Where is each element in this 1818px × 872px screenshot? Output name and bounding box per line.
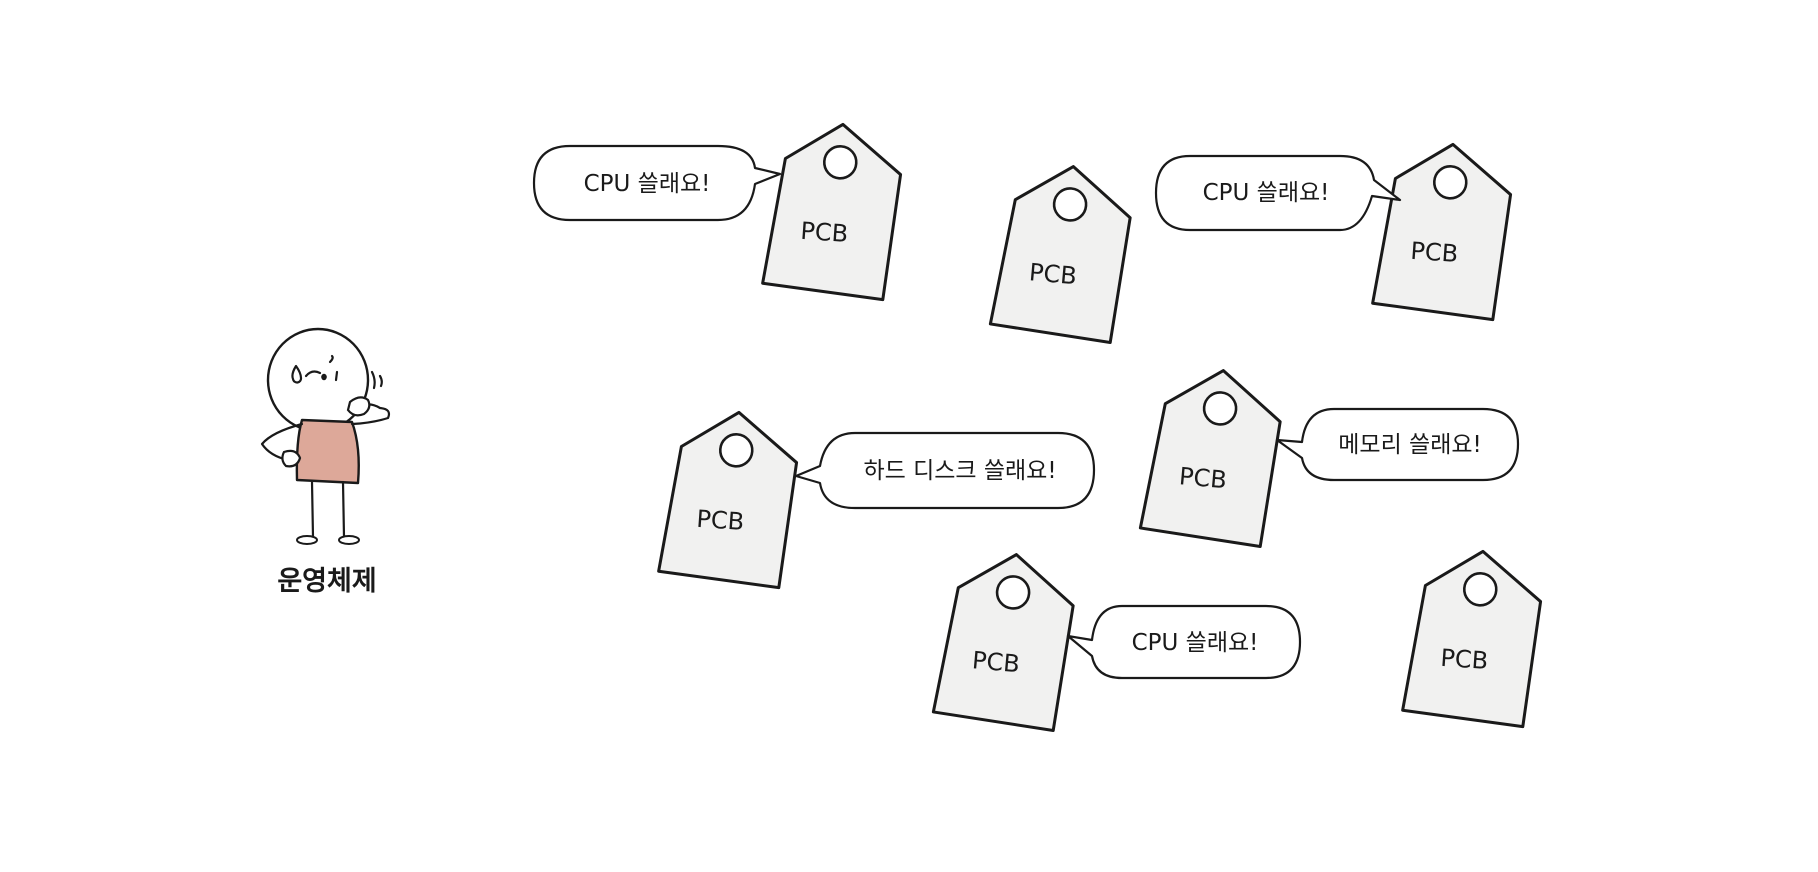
pcb-tag: PCB: [760, 118, 906, 302]
speech-bubble: CPU 쓸래요!: [1154, 154, 1402, 232]
pcb-tag-label: PCB: [971, 646, 1021, 678]
pcb-tag: PCB: [1370, 138, 1516, 322]
speech-bubble: 하드 디스크 쓸래요!: [794, 431, 1096, 510]
pcb-tag-label: PCB: [1440, 644, 1490, 675]
os-label: 운영체제: [277, 566, 376, 597]
pcb-tag-label: PCB: [696, 505, 746, 536]
speech-bubble: 메모리 쓸래요!: [1275, 407, 1520, 482]
speech-bubble-text: 하드 디스크 쓸래요!: [863, 458, 1056, 484]
speech-bubble-text: CPU 쓸래요!: [584, 171, 711, 197]
pcb-tag-label: PCB: [800, 217, 850, 248]
os-figure: [260, 327, 391, 545]
speech-bubble-text: 메모리 쓸래요!: [1338, 432, 1482, 458]
pcb-tag: PCB: [1400, 545, 1546, 729]
speech-bubble-text: CPU 쓸래요!: [1203, 180, 1330, 206]
speech-bubble: CPU 쓸래요!: [532, 144, 782, 222]
pcb-tag: PCB: [931, 547, 1079, 733]
pcb-tag: PCB: [656, 406, 802, 590]
speech-bubble: CPU 쓸래요!: [1066, 604, 1302, 680]
pcb-tag: PCB: [988, 159, 1136, 345]
pcb-tag-label: PCB: [1178, 462, 1228, 494]
pcb-tag-label: PCB: [1410, 237, 1460, 268]
speech-bubble-text: CPU 쓸래요!: [1132, 630, 1259, 656]
pcb-tag: PCB: [1138, 363, 1286, 549]
pcb-tag-label: PCB: [1028, 258, 1078, 290]
